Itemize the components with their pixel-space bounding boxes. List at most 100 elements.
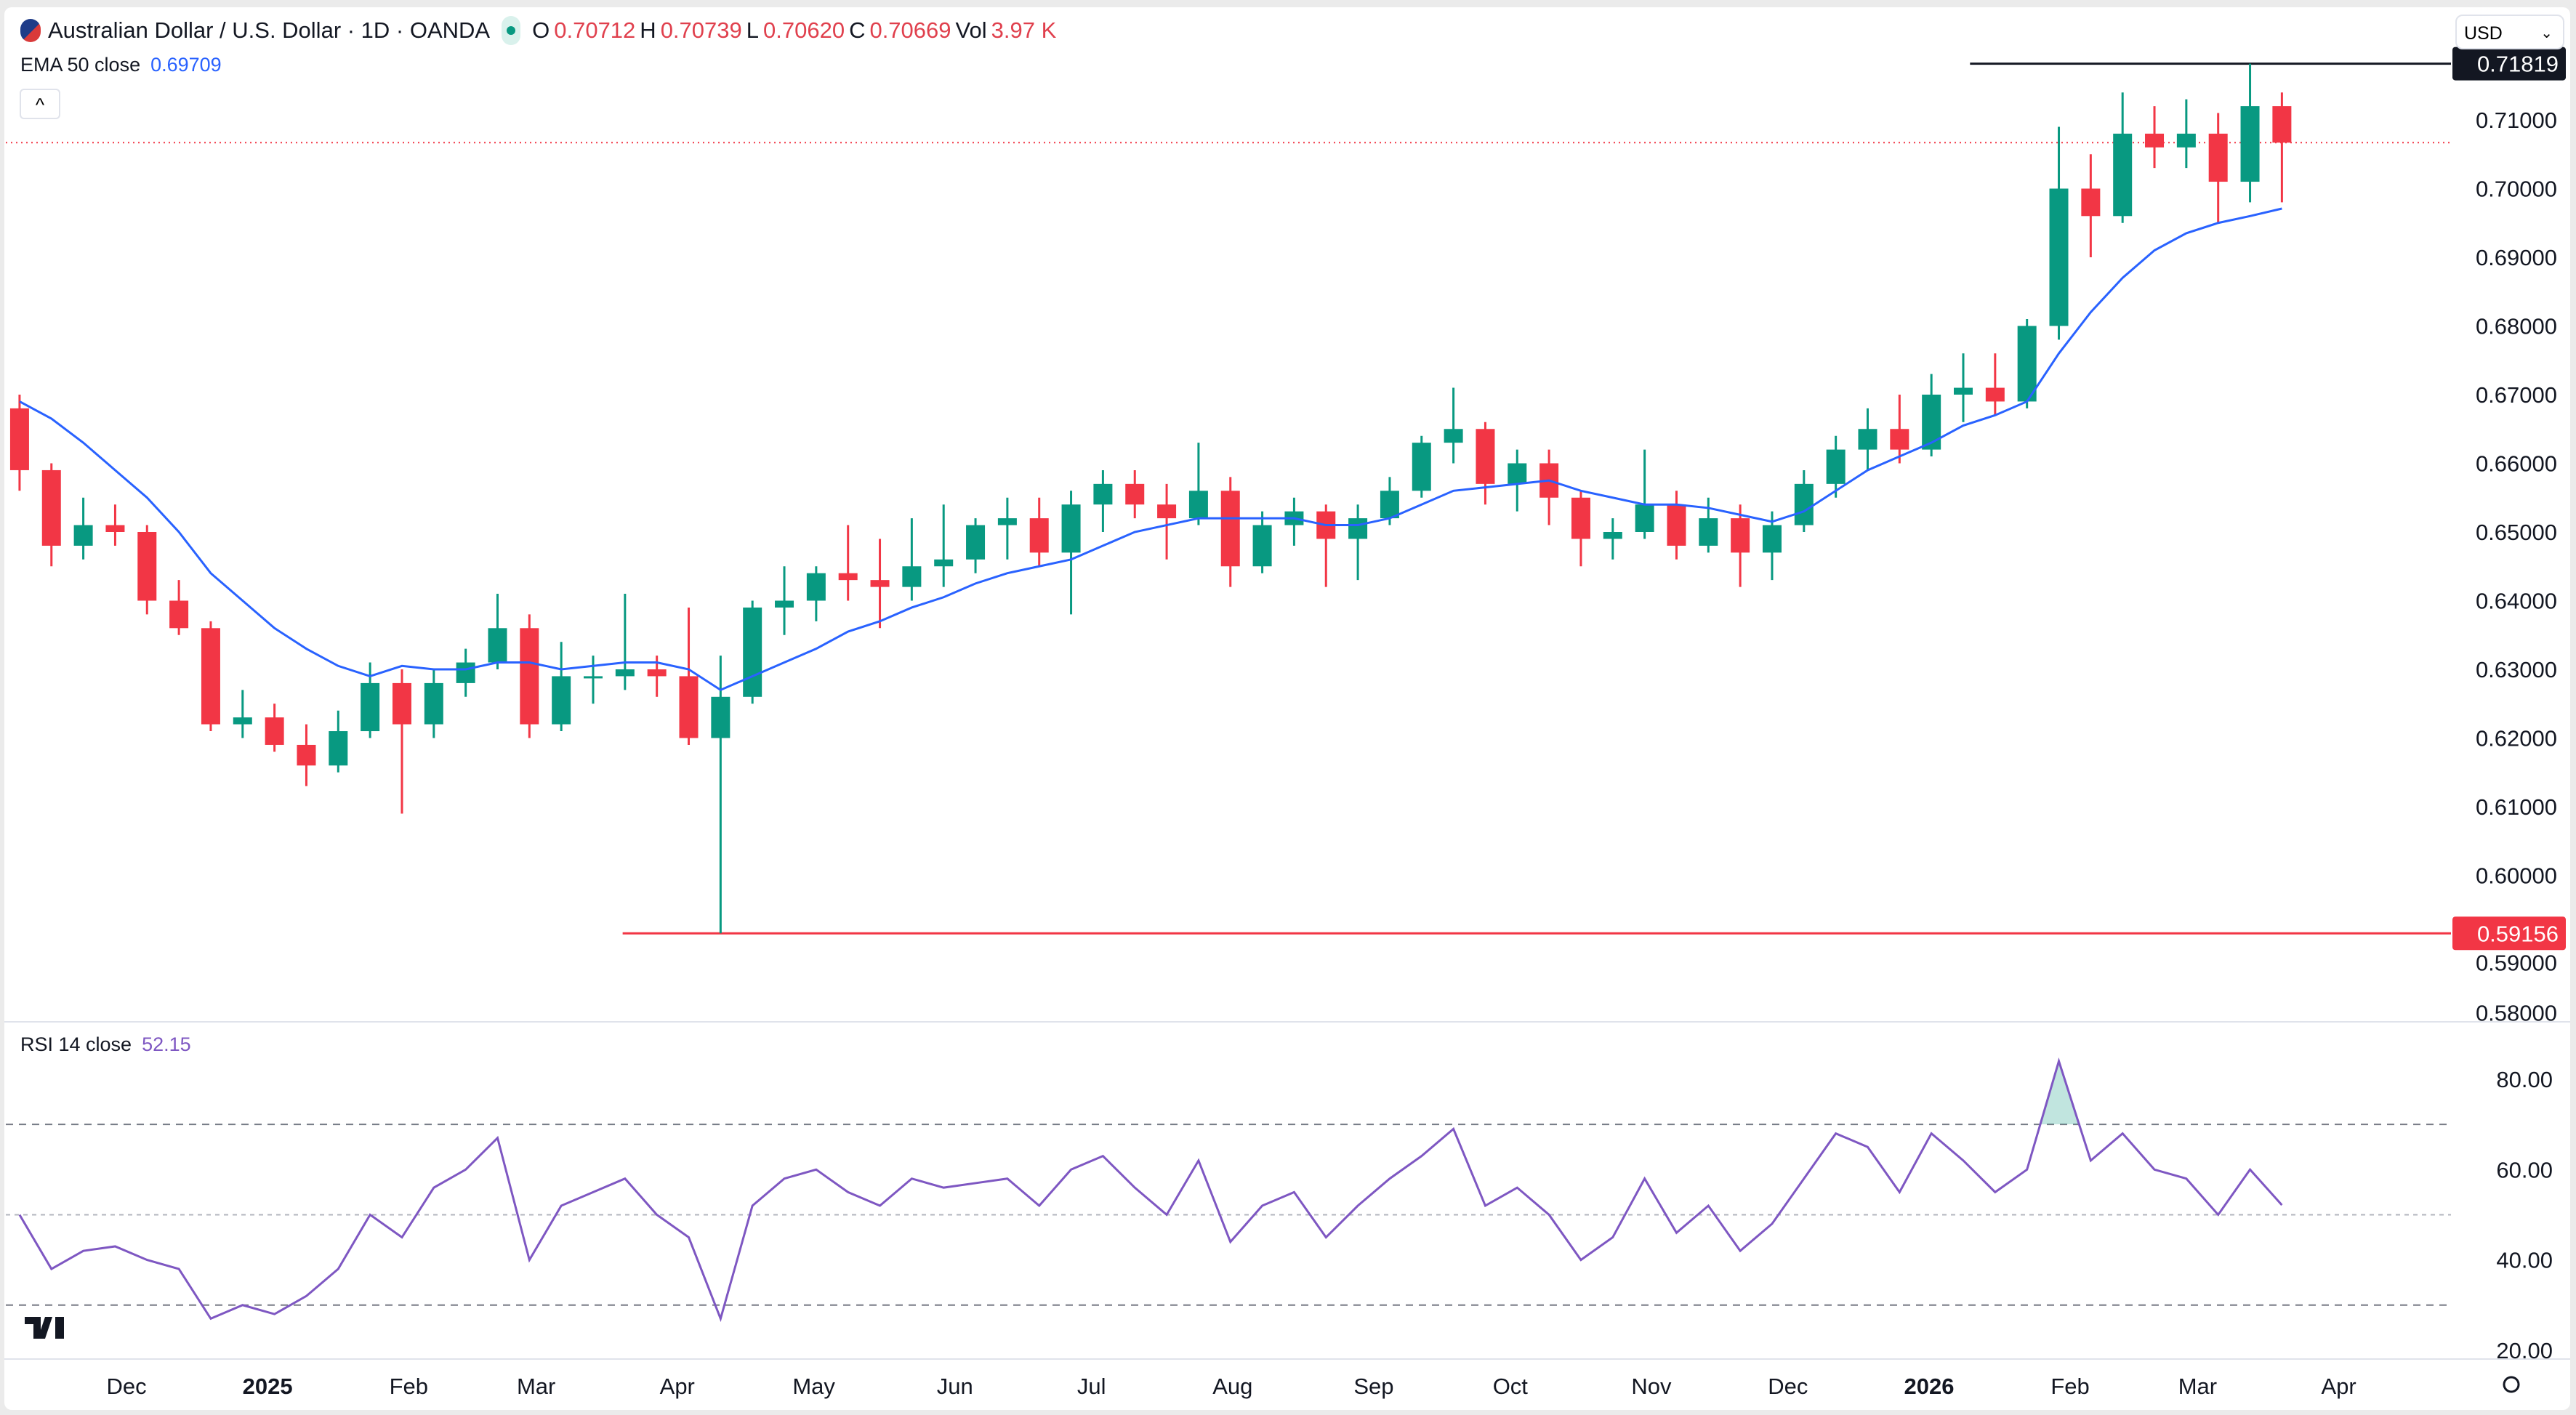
candle-body [1157,504,1177,519]
candle-body [1380,491,1399,519]
candle-body [1093,483,1113,505]
price-tick-label: 0.65000 [2476,520,2557,545]
candle-body [169,600,189,629]
candle-body [392,682,411,725]
candle-body [1635,504,1654,532]
candle-body [1125,483,1145,505]
candle-body [2272,106,2292,143]
candle-body [1220,491,1240,567]
symbol-title[interactable]: Australian Dollar / U.S. Dollar · 1D · O… [48,17,491,43]
symbol-header: Australian Dollar / U.S. Dollar · 1D · O… [20,16,1056,45]
candle-body [488,628,507,663]
candle-body [73,525,93,546]
price-tick-label: 0.67000 [2476,382,2557,408]
price-tick-label: 0.66000 [2476,451,2557,477]
candle-body [1794,483,1814,525]
candle-body [265,717,284,745]
ema-label: EMA 50 close [20,54,141,76]
candle-body [1029,518,1049,553]
candle-body [934,559,954,567]
candle-body [2240,106,2260,182]
rsi-label: RSI 14 close [20,1033,132,1055]
settings-gear-icon[interactable] [2503,1376,2520,1393]
candle-body [1444,429,1463,443]
candle-body [1508,463,1527,484]
price-tick-label: 0.58000 [2476,1001,2557,1026]
candle-body [2017,326,2037,402]
close-value: 0.70669 [869,17,951,43]
time-tick-label: Nov [1631,1374,1672,1399]
candle-body [966,525,986,560]
time-tick-label: 2025 [243,1374,293,1399]
candle-body [1061,504,1081,553]
price-tick-label: 0.68000 [2476,314,2557,339]
candle-body [424,682,443,725]
chevron-up-icon: ^ [35,94,45,116]
candle-body [1667,504,1686,546]
low-value: 0.70620 [763,17,845,43]
price-tick-label: 0.63000 [2476,657,2557,682]
close-label: C [849,17,866,43]
candle-body [105,525,125,532]
time-tick-label: Dec [106,1374,146,1399]
candle-body [1571,497,1590,539]
support-price-badge [2452,916,2566,951]
price-tick-label: 0.71000 [2476,108,2557,133]
level-price-label: 0.59156 [2477,921,2559,946]
rsi-tick-label: 20.00 [2496,1338,2553,1363]
candle-body [615,669,635,677]
low-label: L [746,17,759,43]
rsi-overbought-fill [19,1061,2282,1125]
time-tick-label: Jul [1077,1374,1106,1399]
time-tick-label: Feb [2050,1374,2089,1399]
candle-body [997,518,1017,525]
candle-body [2081,188,2101,217]
aud-usd-flag-icon [20,19,41,42]
candle-body [329,731,348,766]
time-tick-label: Dec [1768,1374,1808,1399]
market-open-icon [502,16,521,45]
candle-body [1476,429,1495,484]
candle-body [1699,518,1718,546]
candle-body [520,628,539,725]
candle-body [838,573,858,581]
ema-legend[interactable]: EMA 50 close 0.69709 [20,54,222,76]
ema-value: 0.69709 [150,54,222,76]
candle-body [361,682,380,732]
candle-body [1890,429,1909,450]
candle-body [201,628,220,725]
price-tick-label: 0.61000 [2476,794,2557,820]
candle-body [297,744,316,766]
time-tick-label: Sep [1353,1374,1393,1399]
candle-body [2208,133,2228,182]
ema50-line [19,207,2282,692]
currency-select[interactable]: USD ⌄ [2455,15,2564,49]
candle-body [1985,387,2005,402]
candle-body [1731,518,1750,553]
price-tick-label: 0.59000 [2476,950,2557,975]
candle-body [1954,387,1973,395]
time-tick-label: Mar [517,1374,555,1399]
candle-body [679,676,699,738]
candle-body [456,662,475,683]
candle-body [902,566,922,587]
candle-body [137,532,157,601]
rsi-tick-label: 40.00 [2496,1248,2553,1273]
high-label: H [640,17,656,43]
candle-body [1252,525,1272,567]
collapse-legend-button[interactable]: ^ [20,89,60,119]
tradingview-logo-icon [25,1317,64,1339]
high-value: 0.70739 [660,17,742,43]
level-price-label: 0.71819 [2477,52,2559,77]
candle-body [1348,518,1368,539]
candle-body [41,469,61,546]
rsi-legend[interactable]: RSI 14 close 52.15 [20,1033,191,1056]
rsi-tick-label: 80.00 [2496,1067,2553,1092]
time-tick-label: Feb [390,1374,428,1399]
price-tick-label: 0.62000 [2476,726,2557,751]
candle-body [1603,532,1622,539]
time-tick-label: Apr [2321,1374,2356,1399]
candle-body [9,408,29,470]
time-tick-label: May [792,1374,835,1399]
